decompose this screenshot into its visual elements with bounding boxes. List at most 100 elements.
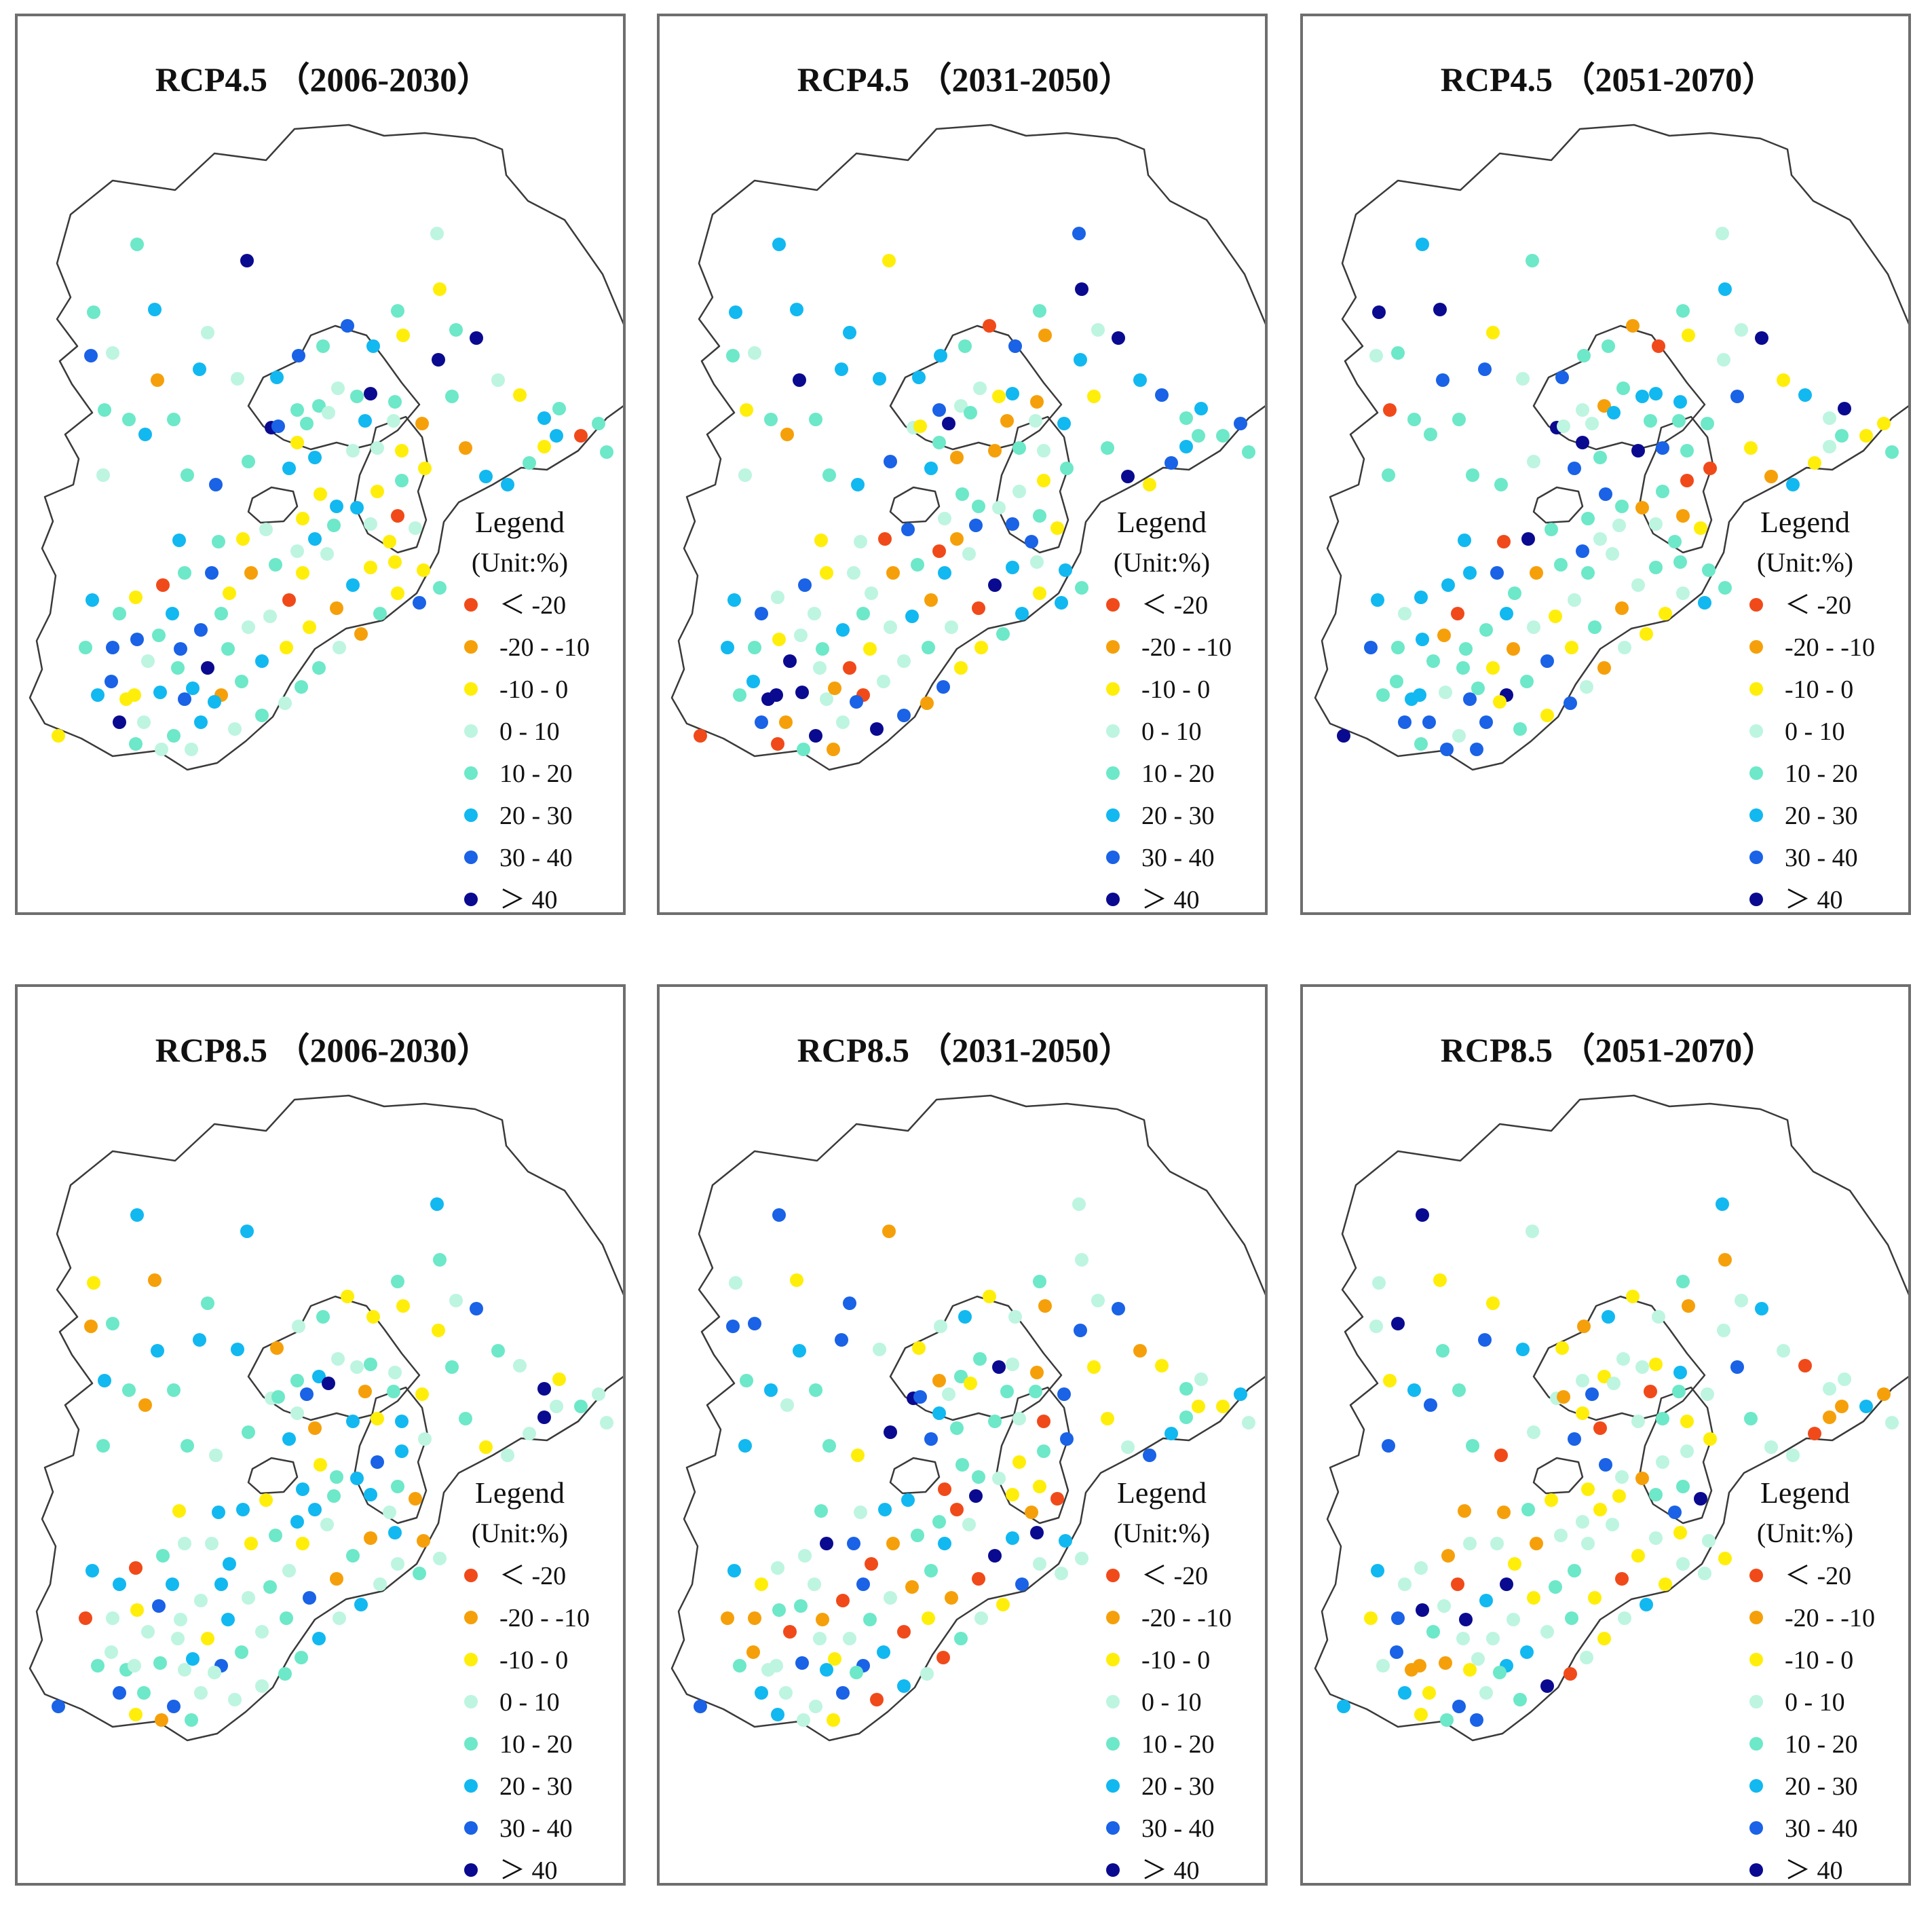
- station-marker: [308, 1421, 322, 1435]
- station-marker: [1416, 238, 1429, 251]
- station-marker: [1680, 1415, 1694, 1428]
- map-panel-p4: RCP8.5 （2006-2030） Legend (Unit:%) ＜ -20 -20…: [15, 984, 626, 1886]
- station-marker: [932, 544, 946, 558]
- station-marker: [972, 601, 985, 615]
- station-marker: [1581, 566, 1595, 580]
- station-marker: [954, 1370, 968, 1383]
- station-marker: [827, 743, 840, 756]
- station-marker: [932, 1374, 946, 1387]
- station-marker: [178, 566, 191, 580]
- panel-title: RCP8.5 （2051-2070）: [1441, 1031, 1776, 1069]
- station-marker: [354, 627, 368, 641]
- station-marker: [1479, 715, 1493, 729]
- station-marker: [1680, 1444, 1694, 1458]
- station-marker: [828, 681, 841, 695]
- station-marker: [537, 1410, 551, 1424]
- station-marker: [936, 680, 950, 694]
- station-marker: [932, 403, 946, 417]
- station-marker: [772, 1208, 786, 1222]
- station-marker: [913, 419, 927, 433]
- station-marker: [129, 1561, 143, 1575]
- legend-label: ＜ -20: [1141, 1562, 1208, 1590]
- station-marker: [395, 474, 409, 487]
- station-marker: [459, 1412, 472, 1425]
- map-canvas: RCP8.5 （2031-2050） Legend (Unit:%) ＜ -20 -20…: [670, 1031, 1265, 1883]
- station-marker: [388, 395, 402, 409]
- station-marker: [391, 509, 404, 523]
- station-marker: [790, 303, 803, 316]
- station-marker: [1413, 688, 1426, 702]
- inner-boundary-north: [889, 1295, 1063, 1421]
- station-marker: [1416, 633, 1429, 646]
- station-marker: [820, 566, 833, 580]
- station-marker: [740, 403, 753, 417]
- station-marker: [417, 1534, 430, 1548]
- station-marker: [1440, 743, 1454, 756]
- station-marker: [1033, 586, 1046, 600]
- station-marker: [295, 1651, 308, 1664]
- station-marker: [1682, 1299, 1695, 1313]
- station-marker: [1576, 1515, 1589, 1529]
- station-marker: [1033, 1557, 1046, 1571]
- station-marker: [950, 532, 964, 546]
- station-marker: [1471, 681, 1485, 695]
- station-marker: [300, 417, 314, 430]
- legend-swatch: [1749, 1737, 1763, 1751]
- station-marker: [106, 641, 119, 654]
- station-marker: [1452, 1700, 1466, 1713]
- station-marker: [1668, 535, 1682, 548]
- station-marker: [282, 593, 296, 607]
- legend-swatch: [1749, 1779, 1763, 1793]
- station-marker: [1526, 254, 1539, 267]
- legend-label: 30 - 40: [1141, 1814, 1215, 1843]
- station-marker: [214, 607, 228, 620]
- station-marker: [1520, 1645, 1534, 1659]
- station-marker: [1437, 1599, 1451, 1613]
- station-marker: [950, 451, 964, 464]
- station-marker: [764, 1383, 778, 1397]
- station-marker: [1030, 1366, 1044, 1379]
- legend-swatch: [1106, 598, 1120, 612]
- station-marker: [432, 353, 445, 367]
- station-marker: [1516, 1343, 1530, 1356]
- legend-label: -10 - 0: [1141, 675, 1210, 704]
- station-marker: [308, 1503, 322, 1516]
- station-marker: [1143, 1449, 1156, 1462]
- station-marker: [138, 1398, 152, 1412]
- station-marker: [537, 440, 551, 453]
- station-marker: [922, 1611, 935, 1625]
- station-marker: [327, 1489, 341, 1503]
- station-marker: [1033, 304, 1046, 318]
- station-marker: [1576, 1374, 1589, 1387]
- station-marker: [836, 623, 850, 637]
- station-marker: [1234, 417, 1247, 430]
- station-marker: [364, 517, 377, 531]
- map-panel-p6: RCP8.5 （2051-2070） Legend (Unit:%) ＜ -20 -20…: [1300, 984, 1911, 1886]
- station-marker: [391, 1557, 404, 1571]
- station-marker: [430, 227, 444, 240]
- station-marker: [748, 1317, 761, 1330]
- station-marker: [1391, 1611, 1405, 1625]
- station-marker: [137, 715, 151, 729]
- station-marker: [820, 1537, 833, 1550]
- station-marker: [415, 1387, 429, 1401]
- station-marker: [263, 1580, 277, 1594]
- enclave-boundary: [1532, 1457, 1584, 1495]
- station-marker: [813, 661, 827, 675]
- station-marker: [843, 326, 856, 339]
- station-marker: [479, 470, 493, 483]
- legend-swatch: [1749, 1695, 1763, 1708]
- legend-swatch: [1749, 1611, 1763, 1624]
- station-marker: [1703, 1432, 1717, 1446]
- station-marker: [269, 558, 282, 572]
- station-marker: [1676, 509, 1690, 523]
- station-marker: [470, 1302, 483, 1315]
- inner-boundary-east: [995, 1386, 1071, 1525]
- station-marker: [1577, 349, 1591, 362]
- station-marker: [1521, 532, 1535, 546]
- station-marker: [1398, 1577, 1412, 1591]
- station-marker: [798, 1549, 812, 1563]
- station-marker: [1030, 1526, 1044, 1539]
- station-marker: [1808, 1427, 1821, 1440]
- station-marker: [822, 1439, 836, 1453]
